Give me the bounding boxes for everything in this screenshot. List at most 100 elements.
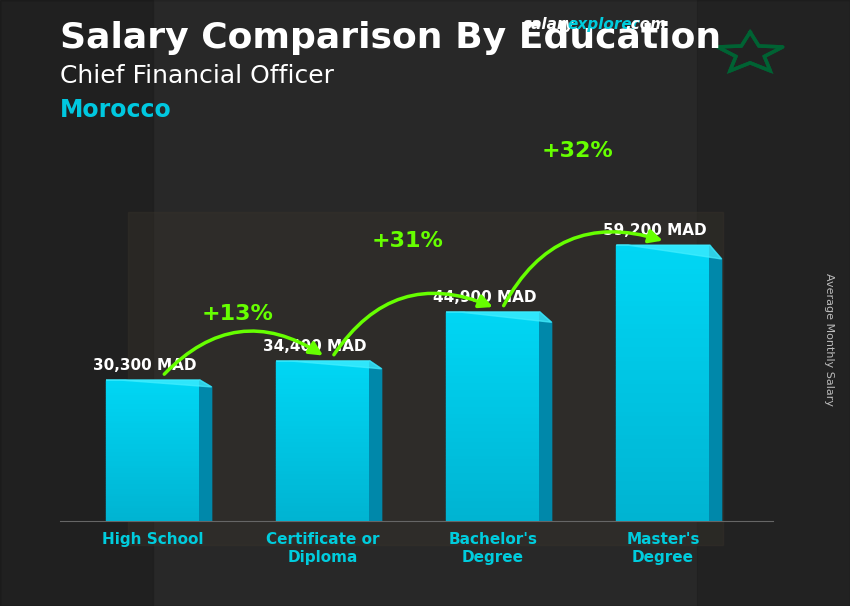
Bar bbox=[276, 398, 370, 401]
Bar bbox=[276, 419, 370, 422]
Bar bbox=[276, 478, 370, 481]
Bar bbox=[616, 507, 710, 512]
Bar bbox=[446, 350, 540, 354]
Bar bbox=[616, 287, 710, 291]
Bar bbox=[276, 385, 370, 387]
Bar bbox=[446, 357, 540, 361]
Bar bbox=[106, 410, 200, 413]
Text: 34,400 MAD: 34,400 MAD bbox=[263, 339, 366, 354]
Bar bbox=[276, 430, 370, 433]
Bar bbox=[106, 429, 200, 431]
Text: 44,900 MAD: 44,900 MAD bbox=[433, 290, 536, 305]
Bar bbox=[446, 388, 540, 392]
Text: 59,200 MAD: 59,200 MAD bbox=[603, 223, 706, 238]
Bar bbox=[276, 369, 370, 371]
Bar bbox=[276, 513, 370, 516]
Bar bbox=[276, 415, 370, 417]
Bar bbox=[446, 514, 540, 518]
Bar bbox=[106, 434, 200, 436]
Text: +31%: +31% bbox=[372, 231, 444, 251]
Bar bbox=[446, 441, 540, 444]
Bar bbox=[276, 411, 370, 415]
Bar bbox=[106, 476, 200, 479]
Bar bbox=[106, 462, 200, 465]
Bar bbox=[616, 402, 710, 406]
Polygon shape bbox=[446, 312, 552, 322]
Bar bbox=[276, 497, 370, 500]
Bar bbox=[106, 479, 200, 481]
Bar bbox=[106, 389, 200, 391]
Bar bbox=[276, 406, 370, 409]
Bar bbox=[106, 420, 200, 422]
Bar bbox=[276, 425, 370, 428]
Bar bbox=[616, 475, 710, 480]
Bar bbox=[616, 356, 710, 360]
Bar bbox=[276, 447, 370, 449]
Bar bbox=[276, 387, 370, 390]
Bar bbox=[276, 451, 370, 454]
Bar bbox=[446, 354, 540, 357]
Bar bbox=[446, 371, 540, 375]
Bar bbox=[616, 273, 710, 278]
Bar bbox=[106, 486, 200, 488]
Bar bbox=[446, 315, 540, 319]
Polygon shape bbox=[616, 245, 722, 259]
Bar bbox=[276, 519, 370, 521]
Bar bbox=[616, 388, 710, 392]
Bar bbox=[616, 489, 710, 493]
Bar bbox=[276, 462, 370, 465]
Bar bbox=[276, 481, 370, 484]
Bar bbox=[616, 351, 710, 356]
Bar bbox=[616, 245, 710, 250]
Bar bbox=[616, 415, 710, 420]
Polygon shape bbox=[710, 245, 722, 530]
Bar bbox=[446, 497, 540, 500]
Bar bbox=[106, 507, 200, 510]
Bar bbox=[616, 503, 710, 507]
Bar bbox=[616, 324, 710, 328]
Bar bbox=[276, 382, 370, 385]
Bar bbox=[616, 429, 710, 434]
Bar bbox=[616, 425, 710, 429]
Bar bbox=[106, 505, 200, 507]
Bar bbox=[446, 448, 540, 451]
Bar bbox=[276, 371, 370, 374]
Bar bbox=[446, 483, 540, 486]
Bar bbox=[616, 328, 710, 333]
Bar bbox=[446, 504, 540, 507]
Bar bbox=[106, 415, 200, 418]
Bar bbox=[106, 470, 200, 471]
Bar bbox=[276, 404, 370, 406]
Text: Salary Comparison By Education: Salary Comparison By Education bbox=[60, 21, 721, 55]
Bar bbox=[276, 396, 370, 398]
Bar bbox=[276, 494, 370, 497]
Polygon shape bbox=[540, 312, 552, 527]
Bar bbox=[106, 467, 200, 470]
Bar bbox=[276, 484, 370, 487]
Bar bbox=[276, 468, 370, 470]
Bar bbox=[446, 333, 540, 336]
Text: 30,300 MAD: 30,300 MAD bbox=[93, 358, 196, 373]
Bar bbox=[616, 397, 710, 402]
Bar bbox=[276, 379, 370, 382]
Bar bbox=[276, 401, 370, 404]
Bar bbox=[446, 396, 540, 399]
Bar bbox=[616, 443, 710, 448]
Polygon shape bbox=[106, 380, 212, 387]
Bar bbox=[106, 413, 200, 415]
Bar bbox=[616, 278, 710, 282]
Bar bbox=[446, 462, 540, 465]
Text: +13%: +13% bbox=[202, 304, 274, 324]
Bar bbox=[446, 458, 540, 462]
Bar bbox=[106, 502, 200, 505]
Bar bbox=[106, 474, 200, 476]
Bar bbox=[276, 473, 370, 476]
Bar bbox=[106, 387, 200, 389]
Bar bbox=[106, 382, 200, 385]
Bar bbox=[616, 461, 710, 466]
Bar bbox=[276, 487, 370, 489]
Bar bbox=[446, 438, 540, 441]
Bar bbox=[276, 390, 370, 393]
Bar bbox=[446, 472, 540, 476]
Bar bbox=[446, 392, 540, 396]
